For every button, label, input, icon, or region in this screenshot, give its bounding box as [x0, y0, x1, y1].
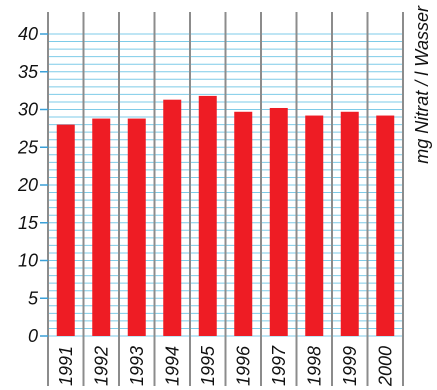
bar-2000 [376, 115, 395, 336]
bar-1997 [269, 107, 288, 337]
y-axis-title: mg Nitrat / l Wasser [412, 5, 432, 164]
y-tick-label-5: 5 [28, 288, 39, 308]
x-category-label-1998: 1998 [304, 346, 324, 386]
y-tick-label-25: 25 [17, 137, 39, 157]
bars-layer [56, 95, 395, 337]
bar-1995 [198, 95, 217, 336]
bar-1998 [305, 115, 324, 336]
bar-1993 [127, 118, 146, 336]
y-tick-label-0: 0 [28, 326, 38, 346]
x-category-label-1995: 1995 [198, 345, 218, 386]
y-tick-label-35: 35 [18, 62, 39, 82]
x-category-label-1991: 1991 [56, 346, 76, 386]
x-category-label-1993: 1993 [127, 346, 147, 386]
x-category-label-1997: 1997 [269, 345, 289, 386]
bar-1991 [56, 124, 75, 336]
x-category-labels: 1991 1992 1993 1994 1995 1996 1997 1998 1999 2000 [56, 345, 396, 387]
y-tick-label-15: 15 [18, 213, 39, 233]
x-category-label-1992: 1992 [91, 346, 111, 386]
x-category-label-2000: 2000 [375, 346, 395, 387]
bar-1996 [234, 111, 253, 336]
y-tick-label-10: 10 [18, 251, 38, 271]
x-category-label-1996: 1996 [233, 345, 253, 386]
bar-1994 [163, 99, 182, 336]
y-tick-labels: 0 5 10 15 20 25 30 35 40 [17, 24, 48, 346]
bar-1999 [340, 111, 359, 336]
y-tick-label-40: 40 [18, 24, 38, 44]
y-tick-label-20: 20 [17, 175, 38, 195]
category-separators [47, 12, 404, 386]
x-category-label-1994: 1994 [162, 346, 182, 386]
y-tick-label-30: 30 [18, 100, 38, 120]
bar-1992 [92, 118, 111, 336]
x-category-label-1999: 1999 [340, 346, 360, 386]
